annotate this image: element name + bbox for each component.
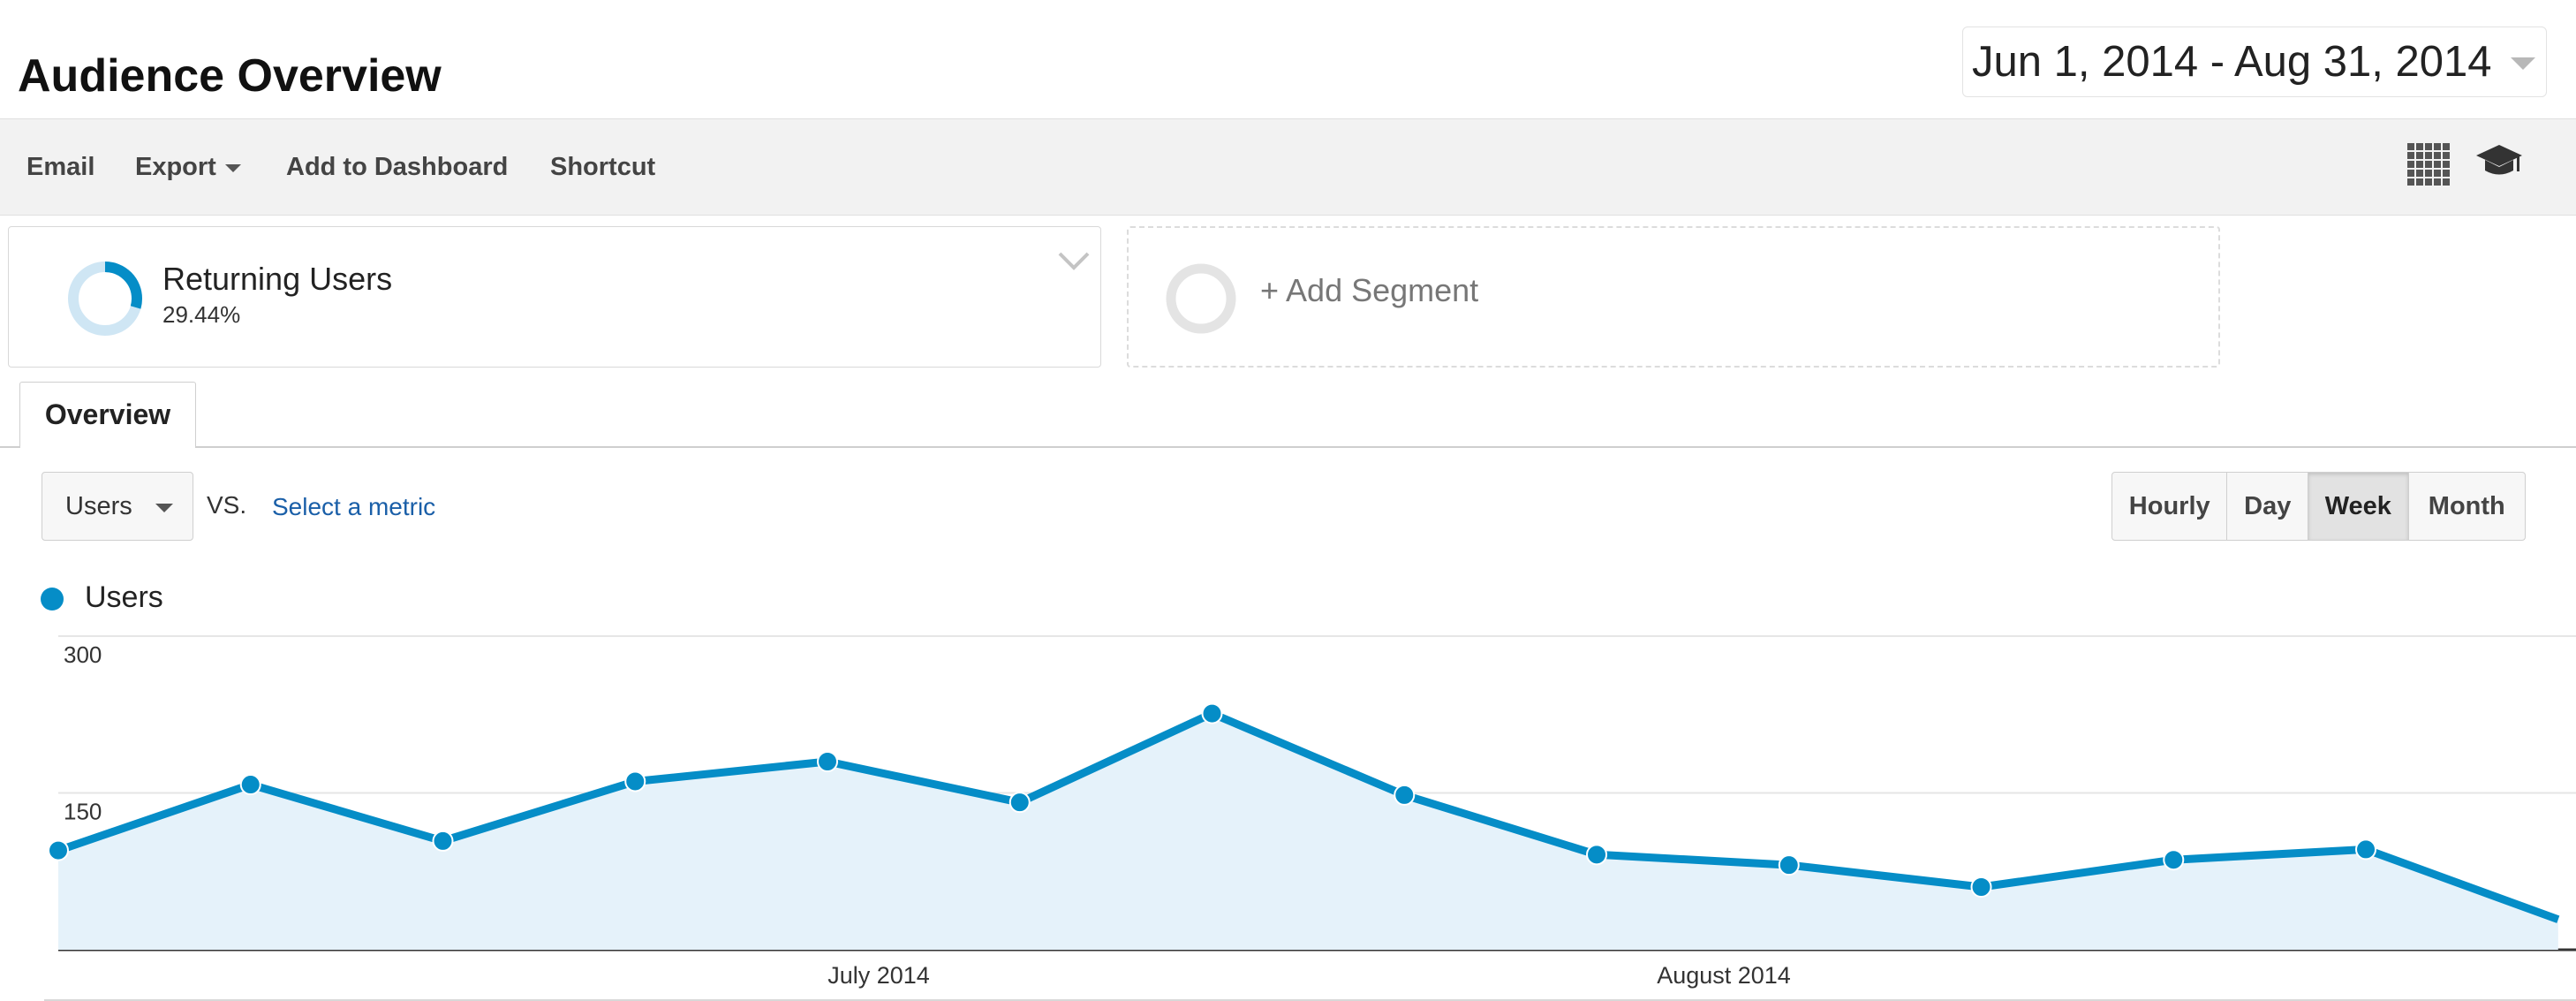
grid-icon[interactable] [2407, 143, 2451, 187]
x-tick-label: August 2014 [1657, 962, 1791, 989]
metric-select-label: Users [65, 492, 132, 520]
segment-card-returning-users[interactable]: Returning Users 29.44% [8, 226, 1101, 368]
export-button[interactable]: Export [135, 153, 241, 182]
tab-active-gap [20, 446, 195, 448]
data-point[interactable] [1970, 876, 1992, 898]
hourly-button[interactable]: Hourly [2112, 473, 2228, 540]
users-line-chart: 300 150 July 2014 August 2014 [44, 635, 2576, 1001]
week-button[interactable]: Week [2308, 473, 2409, 540]
legend-label: Users [85, 580, 163, 614]
chevron-down-icon [2511, 57, 2535, 70]
data-point[interactable] [1394, 784, 1416, 806]
series-line [57, 709, 2560, 923]
data-point[interactable] [2163, 849, 2185, 871]
metric-select[interactable]: Users [42, 472, 193, 541]
email-button[interactable]: Email [26, 153, 95, 181]
segment-name: Returning Users [162, 261, 393, 297]
y-tick-label: 300 [64, 641, 102, 668]
series-area [58, 713, 2558, 950]
granularity-toggle: Hourly Day Week Month [2111, 472, 2526, 541]
data-point[interactable] [48, 839, 69, 861]
data-point[interactable] [817, 751, 839, 772]
data-point[interactable] [239, 774, 261, 796]
select-metric-link[interactable]: Select a metric [272, 493, 436, 520]
chevron-down-icon [155, 504, 173, 512]
toolbar: Email Export Add to Dashboard Shortcut [0, 118, 2576, 216]
data-point[interactable] [1201, 702, 1223, 724]
segment-placeholder-icon [1166, 263, 1236, 334]
data-point[interactable] [1008, 792, 1031, 814]
y-tick-label: 150 [64, 799, 102, 825]
segment-percent: 29.44% [162, 301, 241, 328]
add-to-dashboard-button[interactable]: Add to Dashboard [286, 153, 509, 181]
day-button[interactable]: Day [2227, 473, 2309, 540]
data-point[interactable] [432, 830, 454, 852]
segment-donut-icon [68, 262, 142, 336]
chevron-down-icon[interactable] [1056, 250, 1092, 273]
add-segment-button[interactable]: + Add Segment [1127, 226, 2220, 368]
data-point[interactable] [2355, 838, 2377, 861]
tab-overview[interactable]: Overview [19, 382, 196, 447]
month-button[interactable]: Month [2428, 491, 2505, 520]
data-point[interactable] [624, 770, 646, 792]
vs-label: VS. [207, 491, 247, 519]
date-range-picker[interactable]: Jun 1, 2014 - Aug 31, 2014 [1962, 27, 2547, 97]
date-range-label: Jun 1, 2014 - Aug 31, 2014 [1972, 38, 2492, 86]
chevron-down-icon [224, 163, 241, 172]
shortcut-button[interactable]: Shortcut [550, 153, 656, 181]
data-point[interactable] [1586, 844, 1608, 866]
page-title: Audience Overview [18, 50, 442, 102]
tab-divider [0, 446, 2576, 448]
graduation-cap-icon[interactable] [2475, 143, 2523, 182]
add-segment-label: + Add Segment [1260, 272, 1479, 308]
export-label: Export [135, 153, 216, 181]
legend-marker [41, 588, 64, 610]
x-tick-label: July 2014 [827, 962, 930, 989]
data-point[interactable] [1778, 854, 1800, 876]
